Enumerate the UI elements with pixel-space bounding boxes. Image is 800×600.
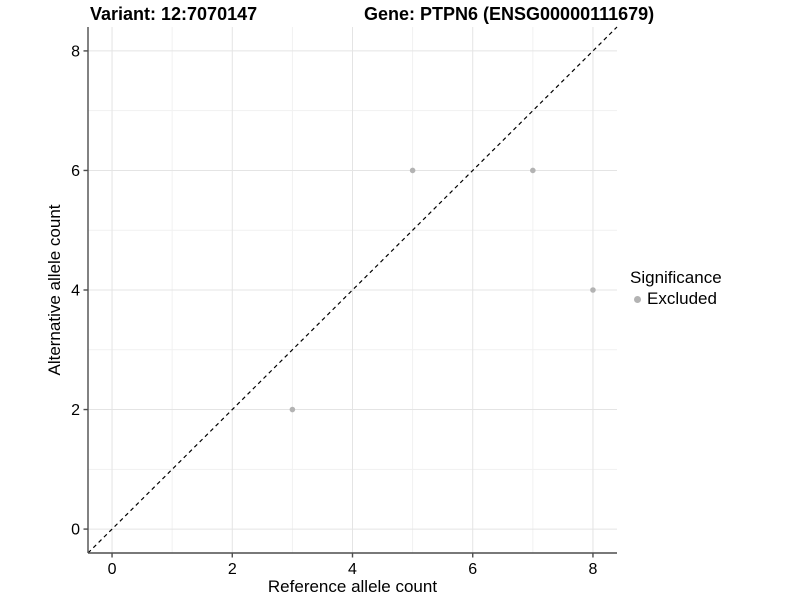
data-point (590, 287, 596, 293)
legend: Significance Excluded (630, 268, 722, 308)
y-axis-title: Alternative allele count (45, 204, 64, 376)
x-tick-label: 2 (228, 561, 237, 578)
y-tick-label: 6 (71, 163, 80, 180)
data-point (530, 167, 536, 174)
y-tick-label: 0 (71, 522, 80, 539)
legend-item-label: Excluded (647, 289, 717, 308)
x-tick-label: 6 (468, 561, 477, 578)
gene-title: Gene: PTPN6 (ENSG00000111679) (364, 4, 655, 24)
x-tick-label: 4 (348, 561, 357, 578)
x-tick-label: 8 (589, 561, 598, 578)
y-tick-label: 4 (71, 283, 80, 300)
y-tick-label: 2 (71, 402, 80, 419)
y-tick-label: 8 (71, 43, 80, 60)
x-tick-label: 0 (108, 561, 117, 578)
data-point (289, 406, 296, 413)
legend-point-swatch (634, 295, 641, 303)
variant-title: Variant: 12:7070147 (90, 4, 258, 24)
data-point (409, 167, 416, 174)
legend-title: Significance (630, 268, 722, 287)
legend-item-excluded: Excluded (630, 290, 722, 308)
x-axis-title: Reference allele count (267, 577, 438, 596)
